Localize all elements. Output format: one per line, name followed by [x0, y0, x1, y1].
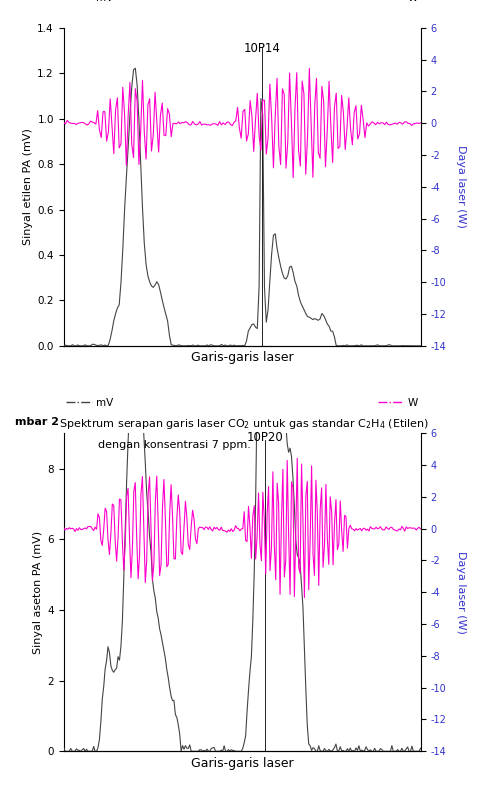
Text: 10P14: 10P14 — [243, 42, 280, 55]
Legend: mV: mV — [61, 394, 117, 413]
Y-axis label: Daya laser (W): Daya laser (W) — [455, 551, 465, 634]
Legend: W: W — [373, 0, 422, 7]
Text: dengan konsentrasi 7 ppm.: dengan konsentrasi 7 ppm. — [98, 440, 250, 450]
Text: mbar 2: mbar 2 — [15, 417, 59, 428]
Legend: W: W — [373, 394, 422, 413]
X-axis label: Garis-garis laser: Garis-garis laser — [190, 351, 293, 364]
X-axis label: Garis-garis laser: Garis-garis laser — [190, 757, 293, 770]
Text: Spektrum serapan garis laser CO$_2$ untuk gas standar C$_2$H$_4$ (Etilen): Spektrum serapan garis laser CO$_2$ untu… — [56, 417, 428, 432]
Y-axis label: Sinyal aseton PA (mV): Sinyal aseton PA (mV) — [33, 531, 43, 653]
Y-axis label: Daya laser (W): Daya laser (W) — [455, 145, 465, 228]
Y-axis label: Sinyal etilen PA (mV): Sinyal etilen PA (mV) — [23, 128, 33, 246]
Text: 10P20: 10P20 — [246, 431, 283, 444]
Legend: mV: mV — [61, 0, 117, 7]
